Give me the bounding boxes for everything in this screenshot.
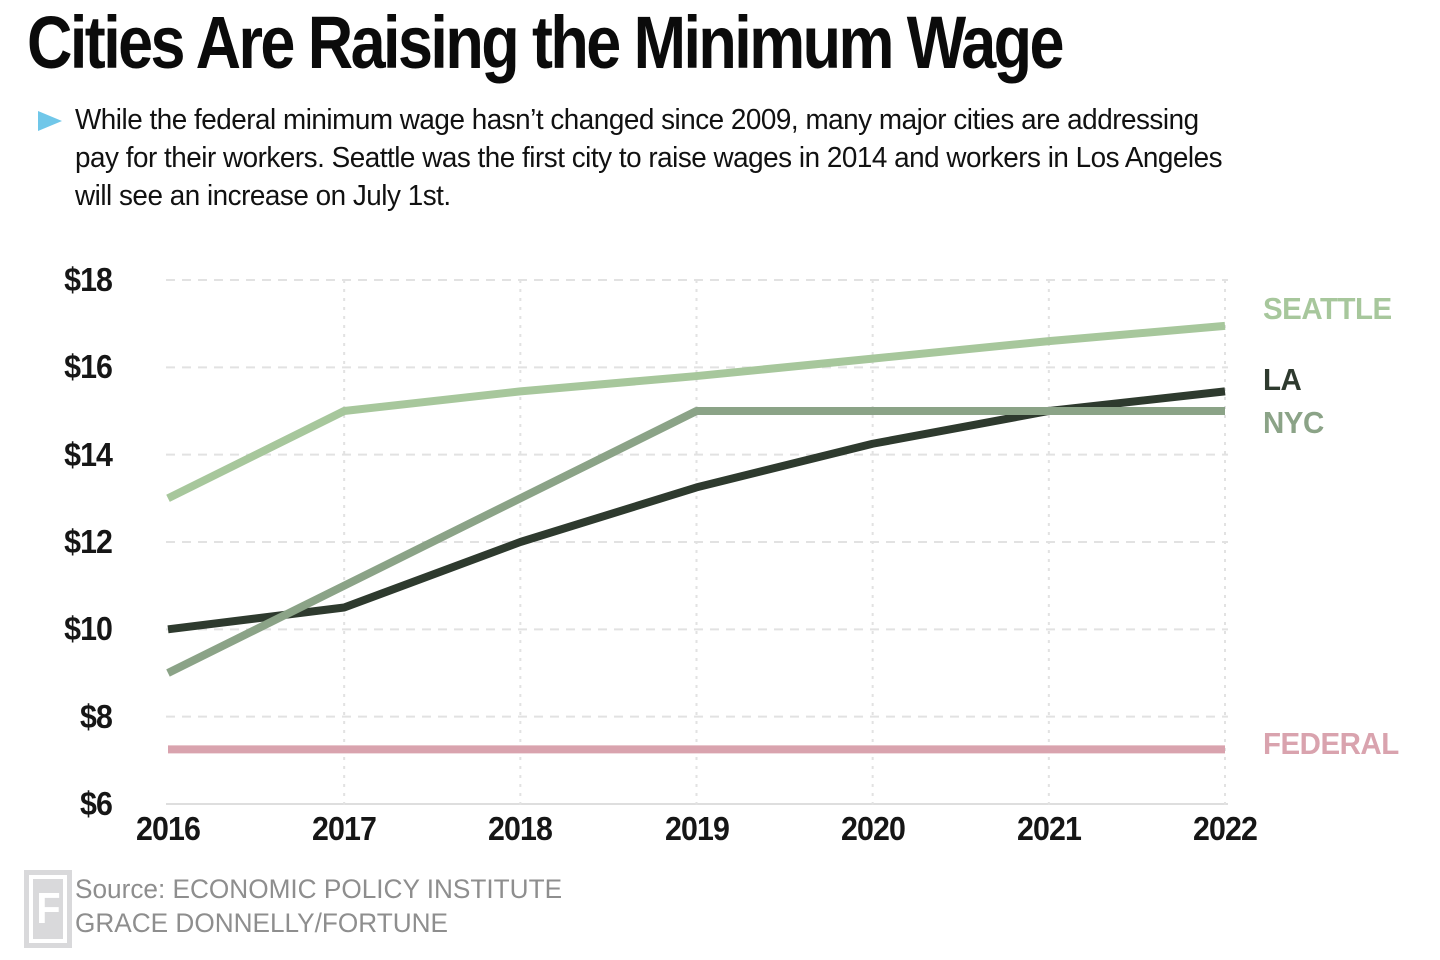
page-title: Cities Are Raising the Minimum Wage [27, 1, 1065, 84]
source-text: Source: ECONOMIC POLICY INSTITUTE [75, 874, 563, 904]
y-tick-label-16: $16 [64, 348, 113, 386]
chart-description-line-3: will see an increase on July 1st. [75, 180, 451, 212]
footer-credits: Source: ECONOMIC POLICY INSTITUTE GRACE … [75, 872, 577, 940]
legend-label-federal: FEDERAL [1263, 726, 1399, 761]
credit-text: GRACE DONNELLY/FORTUNE [75, 908, 449, 938]
chart-description: While the federal minimum wage hasn’t ch… [75, 101, 1270, 215]
y-tick-label-8: $8 [80, 697, 113, 735]
fortune-logo-letter: F [35, 884, 61, 933]
line-nyc [166, 407, 1225, 677]
x-tick-label-2020: 2020 [840, 810, 906, 847]
x-tick-label-2019: 2019 [664, 810, 730, 847]
x-tick-label-2016: 2016 [136, 810, 201, 847]
legend-label-nyc: NYC [1263, 405, 1324, 440]
y-tick-label-6: $6 [80, 785, 113, 822]
x-tick-label-2018: 2018 [488, 810, 553, 847]
bullet-triangle-icon [38, 111, 62, 131]
chart-description-line-2: pay for their workers. Seattle was the f… [75, 142, 1223, 174]
y-tick-label-14: $14 [64, 435, 113, 473]
x-tick-label-2017: 2017 [312, 810, 377, 847]
x-tick-label-2022: 2022 [1193, 810, 1258, 847]
line-seattle [166, 321, 1226, 502]
legend-label-la: LA [1263, 362, 1302, 397]
y-tick-label-12: $12 [64, 523, 113, 560]
fortune-logo: F [24, 870, 72, 948]
fortune-logo-frame: F [29, 875, 67, 943]
y-tick-label-10: $10 [64, 610, 113, 648]
legend-label-seattle: SEATTLE [1263, 291, 1392, 326]
x-tick-label-2021: 2021 [1016, 810, 1082, 847]
chart-description-line-1: While the federal minimum wage hasn’t ch… [75, 104, 1199, 136]
y-tick-label-18: $18 [64, 261, 113, 298]
